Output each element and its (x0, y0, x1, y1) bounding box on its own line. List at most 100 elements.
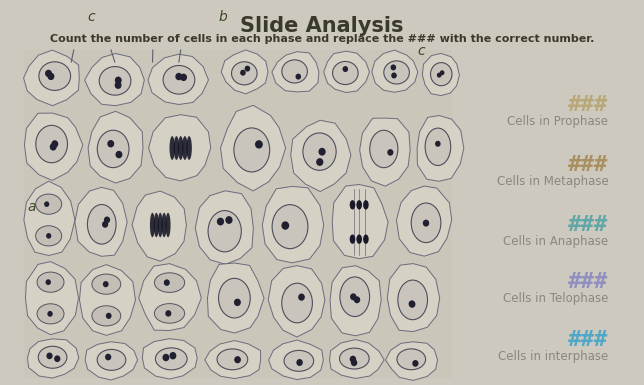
Circle shape (255, 140, 263, 149)
Ellipse shape (97, 130, 129, 167)
Polygon shape (138, 264, 202, 331)
Polygon shape (26, 262, 79, 335)
Ellipse shape (232, 62, 257, 85)
Circle shape (234, 299, 241, 306)
Ellipse shape (38, 346, 67, 368)
Ellipse shape (282, 60, 307, 83)
Ellipse shape (166, 213, 171, 237)
Polygon shape (262, 186, 324, 263)
Ellipse shape (284, 350, 314, 371)
Polygon shape (28, 339, 79, 378)
Ellipse shape (350, 234, 355, 244)
Ellipse shape (208, 211, 242, 252)
Polygon shape (24, 181, 75, 256)
Ellipse shape (363, 234, 368, 244)
Polygon shape (142, 339, 197, 379)
Text: ###: ### (568, 272, 609, 292)
Polygon shape (330, 340, 384, 378)
Polygon shape (330, 266, 381, 336)
Ellipse shape (398, 280, 428, 320)
Text: Cells in Anaphase: Cells in Anaphase (503, 235, 609, 248)
Text: ###: ### (568, 330, 609, 350)
Ellipse shape (384, 61, 410, 84)
Ellipse shape (155, 348, 187, 370)
Ellipse shape (37, 304, 64, 324)
Ellipse shape (154, 213, 159, 237)
Ellipse shape (363, 200, 368, 209)
Polygon shape (359, 118, 410, 186)
Ellipse shape (412, 203, 441, 243)
Polygon shape (269, 340, 323, 380)
Text: Count the number of cells in each phase and replace the ### with the correct num: Count the number of cells in each phase … (50, 34, 594, 44)
Text: Slide Analysis: Slide Analysis (240, 16, 404, 36)
Circle shape (180, 74, 187, 81)
Ellipse shape (155, 304, 185, 323)
Ellipse shape (234, 128, 270, 172)
Circle shape (45, 70, 52, 77)
Polygon shape (272, 52, 319, 92)
Ellipse shape (370, 130, 398, 168)
Circle shape (115, 82, 122, 89)
Ellipse shape (158, 213, 163, 237)
Circle shape (298, 293, 305, 301)
Circle shape (412, 360, 419, 367)
Circle shape (46, 279, 51, 285)
Circle shape (350, 293, 357, 300)
Circle shape (175, 73, 182, 80)
Ellipse shape (281, 283, 312, 323)
Ellipse shape (155, 273, 185, 292)
Ellipse shape (217, 349, 248, 370)
Ellipse shape (99, 67, 131, 95)
Polygon shape (372, 50, 418, 92)
Circle shape (245, 65, 250, 72)
Circle shape (391, 72, 397, 79)
Ellipse shape (97, 350, 126, 370)
Ellipse shape (162, 213, 167, 237)
Polygon shape (387, 264, 440, 331)
Ellipse shape (88, 204, 116, 244)
Circle shape (106, 313, 111, 319)
Ellipse shape (169, 136, 175, 160)
Polygon shape (417, 116, 464, 181)
Polygon shape (205, 341, 261, 378)
Circle shape (48, 311, 53, 317)
Ellipse shape (356, 234, 362, 244)
Ellipse shape (332, 62, 358, 85)
Ellipse shape (35, 194, 62, 214)
Polygon shape (148, 54, 209, 104)
Circle shape (46, 353, 53, 359)
Circle shape (343, 66, 348, 72)
Polygon shape (79, 264, 135, 335)
Ellipse shape (425, 128, 451, 166)
Ellipse shape (340, 277, 370, 316)
Ellipse shape (303, 133, 336, 170)
Circle shape (48, 73, 54, 80)
Circle shape (104, 216, 110, 223)
Text: Cells in Telophase: Cells in Telophase (503, 292, 609, 305)
Text: c: c (417, 44, 424, 58)
Text: ###: ### (568, 215, 609, 235)
Circle shape (435, 141, 440, 147)
Circle shape (318, 148, 326, 156)
Circle shape (54, 355, 61, 362)
Circle shape (166, 310, 171, 316)
Polygon shape (324, 51, 370, 92)
Ellipse shape (186, 136, 192, 160)
Text: Cells in Prophase: Cells in Prophase (507, 115, 609, 128)
Circle shape (296, 74, 301, 80)
Ellipse shape (182, 136, 187, 160)
Text: a: a (27, 200, 36, 214)
Circle shape (50, 143, 57, 151)
Polygon shape (149, 115, 211, 181)
Circle shape (103, 281, 109, 287)
Ellipse shape (218, 278, 251, 318)
Circle shape (169, 352, 176, 360)
Polygon shape (84, 54, 144, 105)
Text: Cells in interphase: Cells in interphase (498, 350, 609, 363)
Polygon shape (332, 184, 388, 259)
Circle shape (162, 354, 169, 361)
Circle shape (217, 218, 224, 226)
Circle shape (234, 356, 241, 363)
Ellipse shape (350, 200, 355, 209)
Polygon shape (24, 113, 83, 181)
